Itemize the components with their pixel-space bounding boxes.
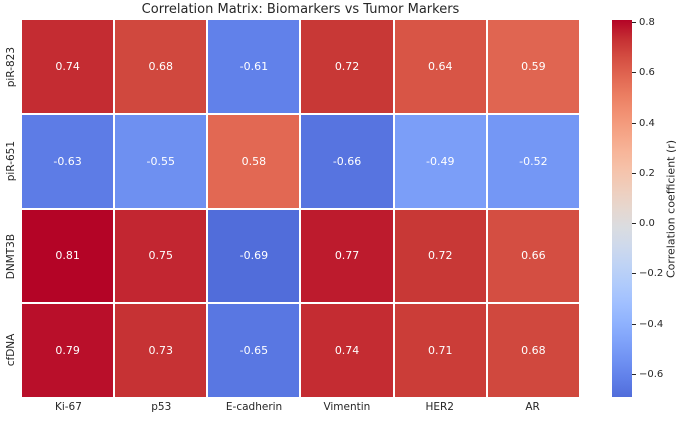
heatmap-cell: -0.63 (22, 114, 114, 208)
heatmap-cell: -0.65 (208, 304, 300, 397)
x-axis-tick-label: E-cadherin (225, 401, 283, 413)
colorbar-tick-mark (632, 273, 636, 275)
heatmap-cell: 0.75 (115, 209, 207, 303)
heatmap-cell: 0.79 (22, 304, 114, 397)
heatmap-cell: -0.66 (301, 114, 393, 208)
colorbar-tick-mark (632, 223, 636, 225)
colorbar-tick-mark (632, 22, 636, 23)
x-axis-labels: Ki-67 p53 E-cadherin Vimentin HER2 AR (22, 401, 579, 417)
heatmap-cell: 0.68 (487, 304, 579, 397)
colorbar-tick-mark (632, 72, 636, 74)
colorbar-tick-label: −0.2 (639, 268, 664, 280)
y-axis-tick-label: piR-823 (5, 46, 17, 88)
heatmap-grid: 0.74 0.68 -0.61 0.72 0.64 0.59 -0.63 -0.55 0.58-… (22, 20, 579, 397)
heatmap-cell: 0.59 (487, 20, 579, 113)
colorbar-tick-label: 0.0 (639, 218, 655, 230)
y-axis-tick-label: cfDNA (5, 333, 17, 367)
colorbar-label: Correlation coefficient (r) (664, 139, 678, 278)
colorbar-tick-label: 0.8 (639, 17, 655, 28)
colorbar-tick-label: −0.4 (639, 318, 664, 330)
heatmap-cell: 0.74 (301, 304, 393, 397)
x-axis-tick-label: AR (525, 401, 540, 413)
y-axis-tick-label: piR-651 (5, 141, 17, 182)
x-axis-tick-label: p53 (151, 401, 172, 413)
colorbar-tick-mark (632, 122, 636, 124)
colorbar-tick-label: −0.6 (639, 368, 664, 380)
heatmap-cell: 0.74 (22, 20, 114, 113)
heatmap-cell: 0.58 (208, 114, 300, 208)
heatmap-cell: 0.81 (22, 209, 114, 303)
x-axis-tick-label: HER2 (425, 401, 454, 413)
heatmap-cell: 0.68 (115, 20, 207, 113)
y-axis-tick-label: DNMT3B (5, 232, 17, 279)
heatmap-cell: -0.49 (394, 114, 486, 208)
colorbar-tick-mark (632, 323, 636, 325)
heatmap-cell: -0.69 (208, 209, 300, 303)
x-axis-tick-label: Ki-67 (54, 401, 82, 413)
heatmap-cell: 0.71 (394, 304, 486, 397)
colorbar-tick-label: 0.6 (639, 67, 655, 79)
heatmap-cell: 0.66 (487, 209, 579, 303)
colorbar-tick-label: 0.4 (639, 117, 655, 129)
heatmap-cell: 0.72 (301, 20, 393, 113)
x-axis-tick-label: Vimentin (323, 401, 371, 413)
colorbar-gradient (612, 20, 632, 397)
heatmap-cell: 0.73 (115, 304, 207, 397)
heatmap-cell: -0.55 (115, 114, 207, 208)
heatmap-cell: -0.61 (208, 20, 300, 113)
chart-title: Correlation Matrix: Biomarkers vs Tumor … (141, 2, 460, 17)
heatmap-cell: -0.52 (487, 114, 579, 208)
heatmap-cell: 0.72 (394, 209, 486, 303)
colorbar-tick-label: 0.2 (639, 167, 655, 179)
heatmap-cell: 0.77 (301, 209, 393, 303)
colorbar-tick-mark (632, 172, 636, 174)
colorbar-tick-mark (632, 373, 636, 375)
y-axis-labels: piR-823 piR-651 DNMT3B cfDNA (2, 20, 20, 397)
heatmap-cell: 0.64 (394, 20, 486, 113)
